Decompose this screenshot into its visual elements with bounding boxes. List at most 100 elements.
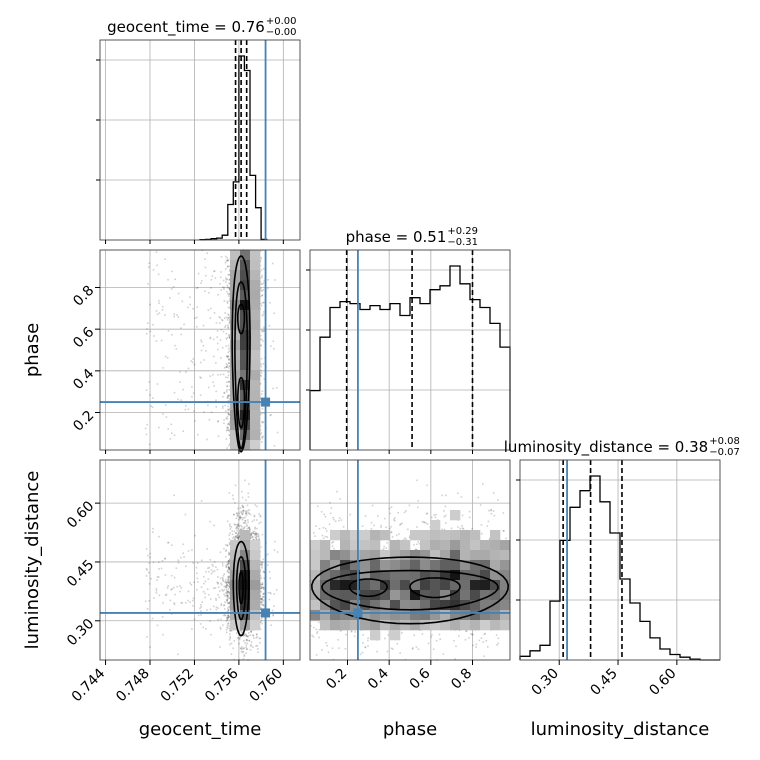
sample-point <box>215 390 217 393</box>
sample-point <box>226 599 228 601</box>
sample-point <box>185 371 187 373</box>
sample-point <box>262 593 264 595</box>
sample-point <box>225 332 228 335</box>
sample-point <box>207 386 210 389</box>
sample-point <box>157 426 160 429</box>
sample-point <box>217 373 219 376</box>
sample-point <box>173 434 176 437</box>
sample-point <box>156 264 158 267</box>
sample-point <box>228 395 231 397</box>
sample-point <box>164 314 166 316</box>
sample-point <box>256 635 258 638</box>
sample-point <box>149 330 152 333</box>
sample-point <box>216 336 219 338</box>
sample-point <box>226 427 228 429</box>
sample-point <box>170 288 173 290</box>
sample-point <box>258 538 261 540</box>
sample-point <box>259 382 262 385</box>
sample-point <box>227 412 229 415</box>
sample-point <box>206 438 208 441</box>
sample-point <box>260 369 262 372</box>
sample-point <box>263 592 265 595</box>
sample-point <box>205 274 207 277</box>
sample-point <box>260 587 263 589</box>
sample-point <box>226 426 229 428</box>
sample-point <box>184 408 187 411</box>
sample-point <box>191 599 194 602</box>
sample-point <box>274 279 276 281</box>
sample-point <box>232 647 234 650</box>
sample-point <box>225 316 228 319</box>
sample-point <box>193 410 195 412</box>
sample-point <box>222 286 224 289</box>
sample-point <box>260 357 263 360</box>
sample-point <box>225 345 227 348</box>
sample-point <box>227 273 230 276</box>
sample-point <box>167 541 170 544</box>
sample-point <box>228 300 231 302</box>
sample-point <box>193 618 196 621</box>
sample-point <box>225 390 228 393</box>
sample-point <box>261 566 263 569</box>
sample-point <box>227 326 230 328</box>
sample-point <box>171 333 173 336</box>
sample-point <box>172 586 175 589</box>
sample-point <box>227 344 230 347</box>
sample-point <box>212 381 214 384</box>
sample-point <box>167 330 170 332</box>
sample-point <box>209 336 212 339</box>
panel-background <box>100 460 300 660</box>
sample-point <box>228 429 230 432</box>
sample-point <box>261 283 264 285</box>
sample-point <box>189 601 191 603</box>
sample-point <box>225 417 227 420</box>
sample-point <box>144 427 147 430</box>
sample-point <box>190 360 193 362</box>
sample-point <box>227 579 230 581</box>
sample-point <box>226 418 229 420</box>
sample-point <box>243 526 246 528</box>
sample-point <box>158 299 160 302</box>
sample-point <box>226 319 229 321</box>
sample-point <box>243 633 245 636</box>
sample-point <box>240 528 242 531</box>
sample-point <box>219 322 221 324</box>
sample-point <box>189 303 191 306</box>
sample-point <box>220 603 223 605</box>
sample-point <box>187 306 189 309</box>
sample-point <box>262 599 265 602</box>
sample-point <box>225 260 228 262</box>
sample-point <box>259 425 262 427</box>
sample-point <box>222 373 225 376</box>
sample-point <box>262 313 265 316</box>
sample-point <box>229 528 232 530</box>
sample-point <box>173 391 176 394</box>
sample-point <box>210 278 213 281</box>
sample-point <box>260 338 263 341</box>
sample-point <box>193 363 196 366</box>
sample-point <box>226 302 229 304</box>
sample-point <box>228 322 231 325</box>
sample-point <box>260 398 262 400</box>
sample-point <box>228 592 231 595</box>
sample-point <box>215 405 218 408</box>
sample-point <box>209 337 212 340</box>
sample-point <box>150 405 152 408</box>
sample-point <box>261 436 263 438</box>
sample-point <box>221 346 224 349</box>
sample-point <box>184 404 187 407</box>
sample-point <box>228 336 231 339</box>
sample-point <box>158 312 161 314</box>
sample-point <box>228 429 230 431</box>
sample-point <box>244 479 246 482</box>
sample-point <box>183 323 185 326</box>
sample-point <box>215 322 218 324</box>
sample-point <box>208 418 211 421</box>
sample-point <box>214 277 217 279</box>
sample-point <box>225 277 227 279</box>
sample-point <box>260 304 263 307</box>
sample-point <box>200 361 202 364</box>
sample-point <box>228 423 230 425</box>
sample-point <box>213 524 215 527</box>
sample-point <box>222 589 224 592</box>
